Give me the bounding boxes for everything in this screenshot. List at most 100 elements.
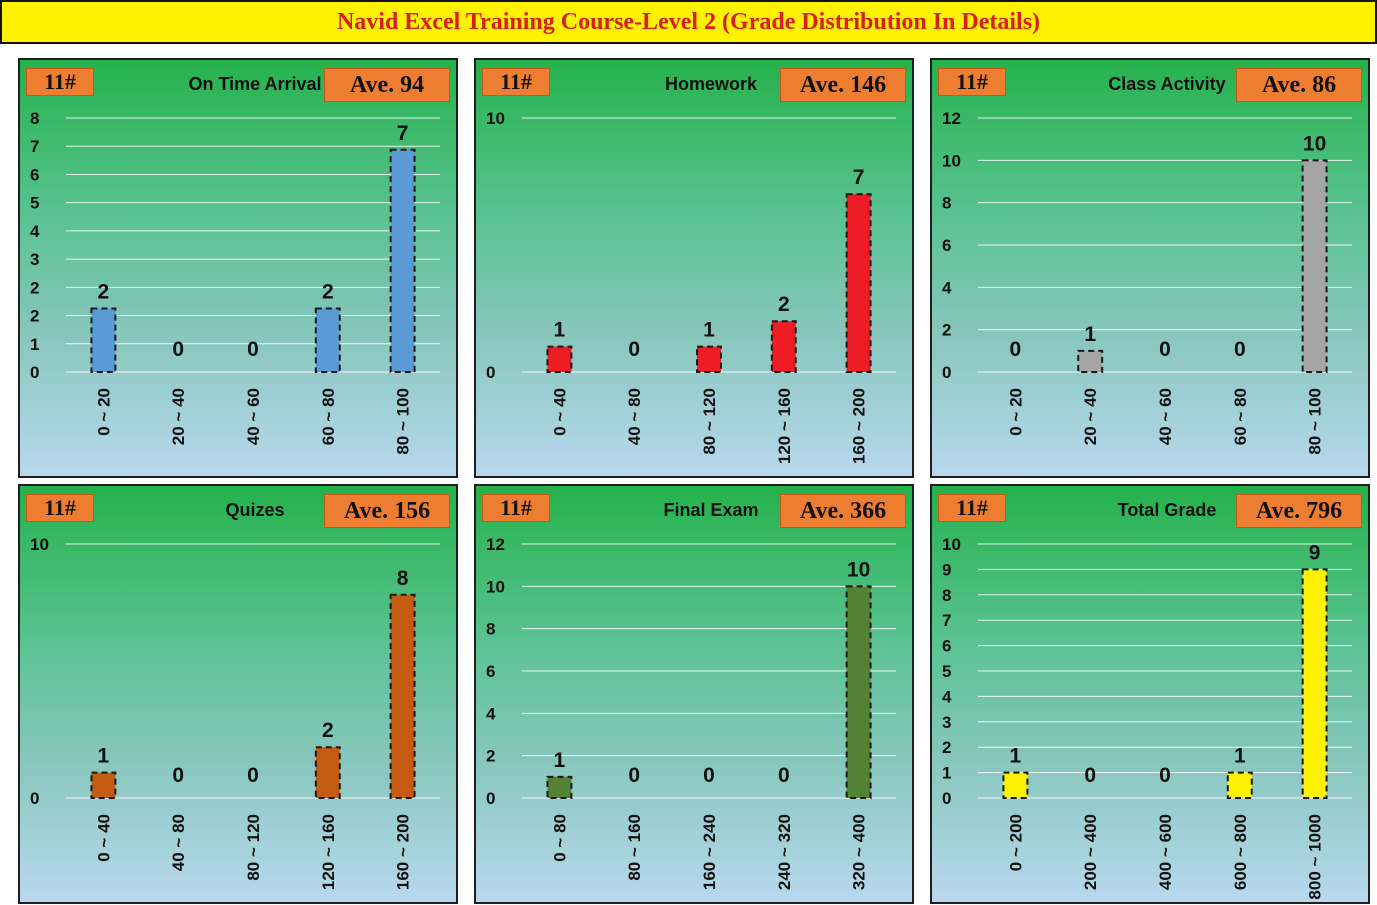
data-label: 0: [1234, 338, 1246, 361]
chart-title: Total Grade: [1117, 500, 1217, 520]
student-count-badge: 11#: [26, 68, 94, 96]
y-tick-label: 7: [942, 611, 951, 630]
y-tick-label: 6: [30, 165, 39, 184]
data-label: 9: [1309, 541, 1321, 564]
data-label: 1: [554, 749, 566, 772]
y-tick-label: 8: [30, 109, 39, 128]
average-badge: Ave. 146: [780, 68, 906, 102]
data-label: 1: [1010, 745, 1022, 768]
bar: [1002, 771, 1029, 800]
average-badge: Ave. 94: [324, 68, 450, 102]
x-tick-label: 0 ~ 20: [1006, 388, 1025, 436]
x-tick-label: 80 ~ 120: [700, 388, 719, 455]
chart-panel-homework: 11# Homework Ave. 146 0 10 1 0 ~ 40 0 40 ~ 80…: [474, 58, 914, 478]
bar: [770, 320, 797, 374]
x-tick-label: 40 ~ 60: [244, 388, 263, 445]
x-tick-label: 80 ~ 100: [394, 388, 413, 455]
x-tick-label: 0 ~ 80: [550, 814, 569, 862]
data-label: 0: [172, 764, 184, 787]
bar: [90, 771, 117, 800]
bar-chart-homework: 0 10 1 0 ~ 40 0 40 ~ 80 1 80 ~ 120 2 120 ~ 160 7 16…: [486, 109, 896, 464]
y-tick-label: 10: [30, 535, 49, 554]
bar: [1301, 568, 1328, 800]
y-tick-label: 0: [30, 363, 39, 382]
y-tick-label: 6: [486, 662, 495, 681]
y-tick-label: 2: [30, 307, 39, 326]
data-label: 0: [247, 338, 259, 361]
y-tick-label: 5: [30, 194, 39, 213]
y-tick-label: 12: [942, 109, 961, 128]
y-tick-label: 6: [942, 637, 951, 656]
x-tick-label: 160 ~ 240: [700, 814, 719, 890]
bar: [845, 585, 872, 800]
y-tick-label: 2: [942, 738, 951, 757]
y-tick-label: 4: [942, 687, 952, 706]
chart-title: Quizes: [225, 500, 285, 520]
x-tick-label: 160 ~ 200: [394, 814, 413, 890]
y-tick-label: 10: [486, 109, 505, 128]
data-label: 0: [247, 764, 259, 787]
bar: [1226, 771, 1253, 800]
student-count-badge: 11#: [482, 68, 550, 96]
data-label: 8: [397, 567, 409, 590]
student-count-badge: 11#: [938, 494, 1006, 522]
bar: [314, 746, 341, 800]
chart-title: Class Activity: [1108, 74, 1226, 94]
x-tick-label: 40 ~ 80: [169, 814, 188, 871]
x-tick-label: 80 ~ 120: [244, 814, 263, 881]
bar-chart-final-exam: 0 2 4 6 8 10 12 1 0 ~ 80 0 80 ~ 160 0 160 ~ 240 0 240 …: [486, 535, 896, 890]
y-tick-label: 1: [30, 335, 39, 354]
bar-chart-class-activity: 0 2 4 6 8 10 12 0 0 ~ 20 1 20 ~ 40 0 40 ~ 60 0 60 ~ 80…: [942, 109, 1352, 455]
x-tick-label: 240 ~ 320: [775, 814, 794, 890]
y-tick-label: 10: [942, 151, 961, 170]
bar: [546, 775, 573, 800]
data-label: 0: [1159, 764, 1171, 787]
average-badge: Ave. 366: [780, 494, 906, 528]
y-tick-label: 2: [30, 278, 39, 297]
y-tick-label: 8: [942, 194, 951, 213]
chart-panel-total-grade: 11# Total Grade Ave. 796 0 1 2 3 4 5 6 7 8 9 10 1 0 …: [930, 484, 1370, 904]
data-label: 10: [1303, 132, 1326, 155]
bar: [389, 593, 416, 799]
data-label: 2: [98, 281, 110, 304]
average-badge: Ave. 86: [1236, 68, 1362, 102]
chart-title: Final Exam: [663, 500, 759, 520]
data-label: 0: [172, 338, 184, 361]
data-label: 7: [853, 166, 865, 189]
data-label: 0: [628, 338, 640, 361]
data-label: 2: [322, 719, 334, 742]
y-tick-label: 6: [942, 236, 951, 255]
x-tick-label: 20 ~ 40: [1081, 388, 1100, 445]
x-tick-label: 0 ~ 20: [94, 388, 113, 436]
chart-panel-quizes: 11# Quizes Ave. 156 0 10 1 0 ~ 40 0 40 ~ 80 0 8…: [18, 484, 458, 904]
y-tick-label: 2: [486, 747, 495, 766]
data-label: 7: [397, 122, 409, 145]
data-label: 1: [703, 319, 715, 342]
y-tick-label: 10: [942, 535, 961, 554]
data-label: 1: [554, 319, 566, 342]
student-count-badge: 11#: [938, 68, 1006, 96]
data-label: 0: [703, 764, 715, 787]
y-tick-label: 0: [486, 363, 495, 382]
bar-chart-quizes: 0 10 1 0 ~ 40 0 40 ~ 80 0 80 ~ 120 2 120 ~ 160 8 16…: [30, 535, 440, 890]
x-tick-label: 200 ~ 400: [1081, 814, 1100, 890]
y-tick-label: 4: [30, 222, 40, 241]
data-label: 1: [98, 745, 110, 768]
y-tick-label: 10: [486, 577, 505, 596]
x-tick-label: 20 ~ 40: [169, 388, 188, 445]
y-tick-label: 0: [942, 789, 951, 808]
bar: [90, 307, 117, 373]
y-tick-label: 0: [942, 363, 951, 382]
bar: [845, 193, 872, 373]
data-label: 0: [778, 764, 790, 787]
bar-chart-on-time-arrival: 0 1 2 2 3 4 5 6 7 8 2 0 ~ 20 0 20 ~ 40 0 40 ~ 60 2 60 ~ 8…: [30, 109, 440, 455]
y-tick-label: 1: [942, 764, 951, 783]
x-tick-label: 60 ~ 80: [1231, 388, 1250, 445]
data-label: 0: [1010, 338, 1022, 361]
x-tick-label: 800 ~ 1000: [1306, 814, 1325, 900]
data-label: 0: [628, 764, 640, 787]
y-tick-label: 3: [30, 250, 39, 269]
bar: [314, 307, 341, 373]
y-tick-label: 0: [486, 789, 495, 808]
